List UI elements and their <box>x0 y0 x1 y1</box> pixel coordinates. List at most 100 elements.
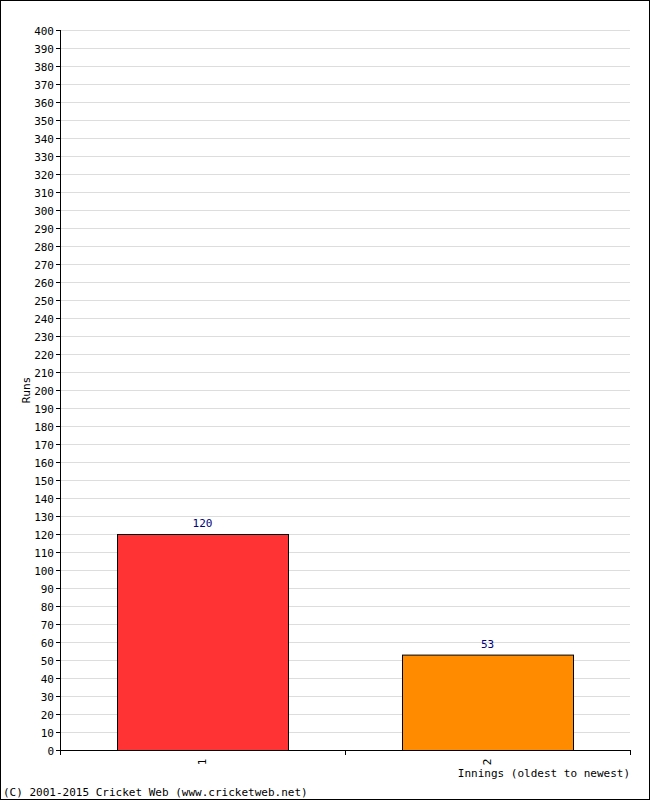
y-tick <box>56 192 60 193</box>
y-tick <box>56 354 60 355</box>
y-tick-label: 10 <box>41 727 54 740</box>
y-tick-label: 230 <box>34 331 54 344</box>
y-tick-label: 100 <box>34 565 54 578</box>
y-tick <box>56 138 60 139</box>
y-tick-label: 170 <box>34 439 54 452</box>
y-tick <box>56 534 60 535</box>
grid-line <box>60 138 630 139</box>
y-tick <box>56 48 60 49</box>
grid-line <box>60 300 630 301</box>
y-tick <box>56 678 60 679</box>
y-tick-label: 130 <box>34 511 54 524</box>
y-tick <box>56 660 60 661</box>
grid-line <box>60 228 630 229</box>
y-tick-label: 190 <box>34 403 54 416</box>
y-tick-label: 240 <box>34 313 54 326</box>
x-band-tick <box>60 750 61 755</box>
y-tick-label: 280 <box>34 241 54 254</box>
y-tick-label: 150 <box>34 475 54 488</box>
y-tick-label: 220 <box>34 349 54 362</box>
copyright: (C) 2001-2015 Cricket Web (www.cricketwe… <box>3 786 308 799</box>
y-tick-label: 70 <box>41 619 54 632</box>
bars <box>118 535 574 751</box>
y-tick-label: 20 <box>41 709 54 722</box>
y-tick-label: 160 <box>34 457 54 470</box>
chart-svg: 0102030405060708090100110120130140150160… <box>0 0 650 800</box>
x-axis-label: Innings (oldest to newest) <box>458 767 630 780</box>
grid-line <box>60 66 630 67</box>
bar <box>118 535 289 751</box>
grid-line <box>60 516 630 517</box>
y-tick <box>56 498 60 499</box>
y-tick <box>56 606 60 607</box>
y-tick <box>56 390 60 391</box>
bar <box>403 655 574 750</box>
y-tick <box>56 624 60 625</box>
grid-line <box>60 210 630 211</box>
grid-line <box>60 390 630 391</box>
y-tick-label: 310 <box>34 187 54 200</box>
y-tick <box>56 426 60 427</box>
y-tick-label: 330 <box>34 151 54 164</box>
y-tick <box>56 264 60 265</box>
grid-line <box>60 174 630 175</box>
y-tick-label: 400 <box>34 25 54 38</box>
grid-line <box>60 246 630 247</box>
y-tick-label: 320 <box>34 169 54 182</box>
y-axis-label: Runs <box>20 377 33 404</box>
y-tick <box>56 246 60 247</box>
grid-line <box>60 264 630 265</box>
y-tick <box>56 300 60 301</box>
y-tick-label: 30 <box>41 691 54 704</box>
y-tick <box>56 516 60 517</box>
y-tick <box>56 444 60 445</box>
y-tick-label: 350 <box>34 115 54 128</box>
y-tick <box>56 66 60 67</box>
y-tick-label: 140 <box>34 493 54 506</box>
grid-line <box>60 444 630 445</box>
y-tick-label: 80 <box>41 601 54 614</box>
y-tick <box>56 480 60 481</box>
y-tick-label: 390 <box>34 43 54 56</box>
y-tick-label: 210 <box>34 367 54 380</box>
grid-line <box>60 462 630 463</box>
x-band-tick <box>345 750 346 755</box>
y-tick-label: 340 <box>34 133 54 146</box>
y-tick <box>56 156 60 157</box>
y-tick <box>56 372 60 373</box>
y-tick <box>56 570 60 571</box>
grid-line <box>60 48 630 49</box>
y-tick <box>56 696 60 697</box>
grid-line <box>60 120 630 121</box>
y-tick-label: 250 <box>34 295 54 308</box>
grid-line <box>60 336 630 337</box>
y-tick-label: 60 <box>41 637 54 650</box>
y-tick <box>56 318 60 319</box>
border <box>1 1 650 800</box>
y-tick-label: 270 <box>34 259 54 272</box>
y-tick-label: 110 <box>34 547 54 560</box>
y-tick <box>56 210 60 211</box>
chart-container: 0102030405060708090100110120130140150160… <box>0 0 650 800</box>
y-tick <box>56 336 60 337</box>
y-tick-label: 50 <box>41 655 54 668</box>
y-axis <box>60 30 61 750</box>
x-tick-label: 2 <box>481 759 494 766</box>
grid-line <box>60 282 630 283</box>
y-tick <box>56 30 60 31</box>
grid-line <box>60 498 630 499</box>
y-tick-label: 360 <box>34 97 54 110</box>
y-tick <box>56 174 60 175</box>
y-tick <box>56 120 60 121</box>
y-tick <box>56 408 60 409</box>
y-tick-label: 370 <box>34 79 54 92</box>
y-tick-label: 0 <box>47 745 54 758</box>
y-tick-label: 180 <box>34 421 54 434</box>
y-tick-label: 260 <box>34 277 54 290</box>
x-tick-label: 1 <box>196 759 209 766</box>
grid-line <box>60 354 630 355</box>
grid-line <box>60 318 630 319</box>
y-tick <box>56 102 60 103</box>
y-tick-label: 300 <box>34 205 54 218</box>
grid-line <box>60 480 630 481</box>
